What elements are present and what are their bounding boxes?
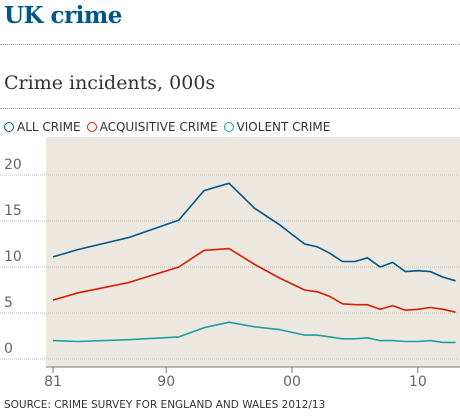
line-chart: 0 5 10 15 20 81 90 00 10 [0, 137, 460, 390]
y-tick-label: 5 [4, 295, 13, 311]
y-tick-label: 0 [4, 341, 13, 357]
y-tick-label: 10 [4, 249, 22, 265]
chart-subtitle: Crime incidents, 000s [4, 72, 216, 94]
divider-top [0, 44, 460, 45]
x-tick-label: 10 [409, 374, 427, 390]
legend-item-violent-crime: VIOLENT CRIME [223, 120, 331, 134]
x-tick-label: 00 [283, 374, 301, 390]
plot-background [46, 137, 460, 367]
legend-label: VIOLENT CRIME [236, 120, 331, 134]
chart-title: UK crime [4, 2, 122, 29]
legend-label: ALL CRIME [17, 120, 81, 134]
series-line-violent-crime [52, 321, 456, 344]
y-tick-label: 20 [4, 157, 22, 173]
legend-circle-icon [223, 122, 234, 132]
legend-circle-icon [86, 122, 97, 132]
x-tick-label: 81 [44, 374, 62, 390]
series-line-acquisitive-crime [52, 247, 456, 313]
x-tick-label: 90 [157, 374, 175, 390]
legend-item-all-crime: ALL CRIME [4, 120, 81, 134]
divider-bottom [0, 108, 460, 109]
top-rule [0, 0, 460, 1]
series-line-all-crime [52, 182, 456, 282]
legend-circle-icon [4, 122, 14, 132]
y-tick-label: 15 [4, 203, 22, 219]
legend-item-acquisitive-crime: ACQUISITIVE CRIME [86, 120, 218, 134]
chart-legend: ALL CRIME ACQUISITIVE CRIME VIOLENT CRIM… [4, 118, 336, 136]
source-note: SOURCE: CRIME SURVEY FOR ENGLAND AND WAL… [4, 399, 326, 411]
legend-label: ACQUISITIVE CRIME [99, 120, 218, 134]
